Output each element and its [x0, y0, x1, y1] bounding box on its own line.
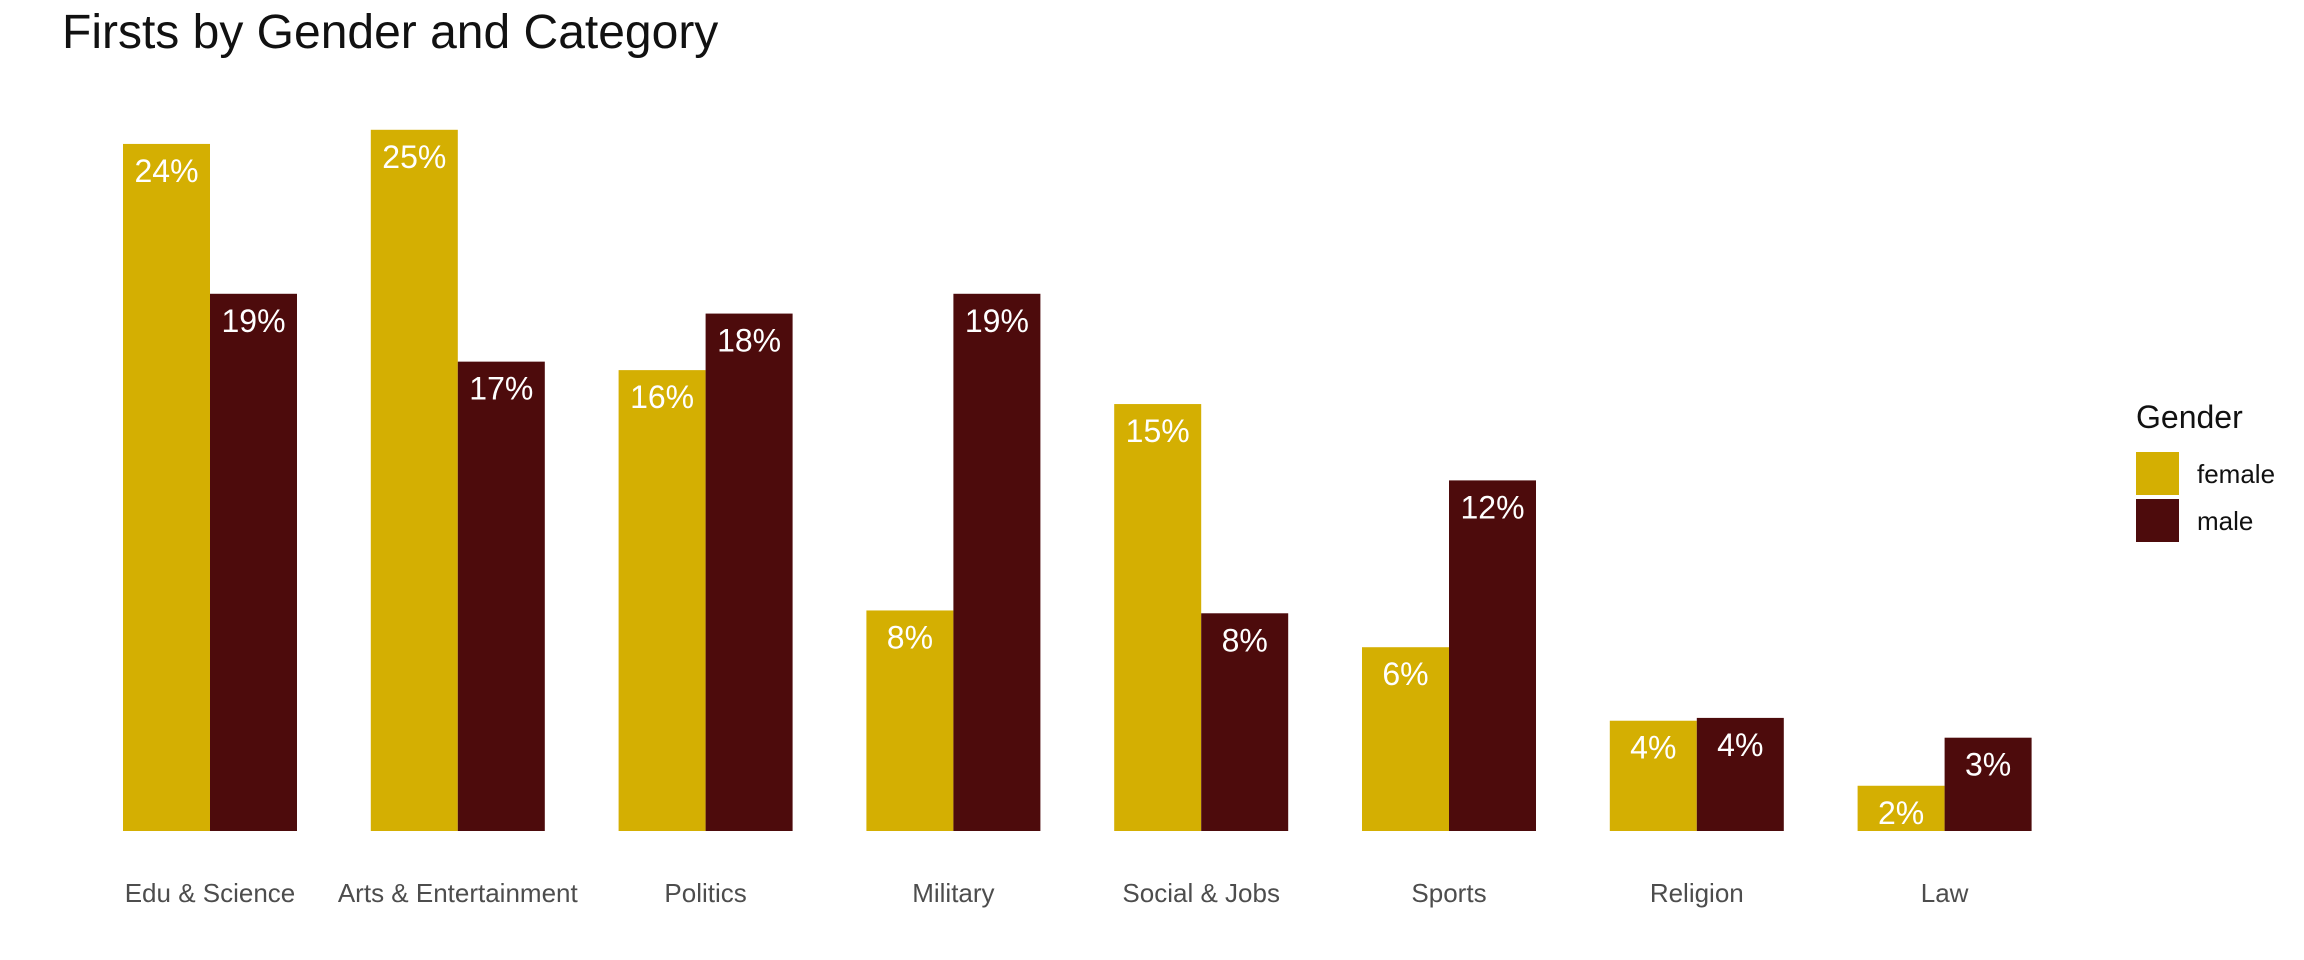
legend-title: Gender: [2136, 399, 2243, 435]
x-tick-label: Law: [1921, 878, 1969, 908]
bar-male: [457, 361, 545, 831]
chart-title: Firsts by Gender and Category: [62, 6, 718, 59]
bar-female: [123, 143, 210, 831]
x-tick-label: Religion: [1650, 878, 1744, 908]
x-tick-label: Social & Jobs: [1122, 878, 1280, 908]
bar-male: [1449, 480, 1536, 831]
x-tick-label: Edu & Science: [125, 878, 296, 908]
data-label: 19%: [965, 303, 1029, 339]
x-tick-label: Arts & Entertainment: [338, 878, 579, 908]
x-tick-label: Politics: [664, 878, 746, 908]
x-axis-tick-labels: Edu & Science Arts & Entertainment Politic…: [125, 878, 1969, 908]
bar-female: [1114, 404, 1202, 831]
data-label: 12%: [1460, 489, 1524, 525]
data-label: 2%: [1878, 795, 1924, 831]
data-label: 24%: [134, 153, 198, 189]
legend-label-male: male: [2197, 506, 2253, 536]
data-label: 4%: [1717, 727, 1763, 763]
data-label: 3%: [1965, 747, 2011, 783]
bar-male: [1201, 613, 1289, 831]
data-label: 25%: [382, 139, 446, 175]
data-label: 15%: [1126, 413, 1190, 449]
bar-male: [1944, 737, 2032, 831]
bar-male: [705, 313, 793, 831]
bar-male: [953, 293, 1041, 831]
data-label: 18%: [717, 323, 781, 359]
bar-male: [210, 293, 297, 831]
bar-female: [1609, 720, 1697, 831]
bar-female: [370, 129, 458, 831]
x-tick-label: Sports: [1411, 878, 1486, 908]
data-label: 17%: [469, 371, 533, 407]
legend: Gender female male: [2136, 399, 2275, 542]
legend-key-male: [2136, 499, 2179, 542]
data-label: 4%: [1630, 730, 1676, 766]
data-label: 6%: [1382, 656, 1428, 692]
plot-area: 24% 19% 25% 17% 16% 18% 8% 19% 15% 8% 6% 12% 4% 4% 2% 3…: [123, 129, 2032, 831]
x-tick-label: Military: [912, 878, 994, 908]
legend-label-female: female: [2197, 459, 2275, 489]
data-label: 8%: [1222, 622, 1268, 658]
bar-female: [866, 610, 954, 831]
data-label: 19%: [221, 303, 285, 339]
data-label: 8%: [887, 619, 933, 655]
bar-male: [1696, 717, 1784, 831]
bar-female: [618, 370, 706, 831]
bar-female: [1857, 785, 1945, 831]
bar-female: [1362, 647, 1449, 831]
legend-key-female: [2136, 452, 2179, 495]
data-label: 16%: [630, 379, 694, 415]
